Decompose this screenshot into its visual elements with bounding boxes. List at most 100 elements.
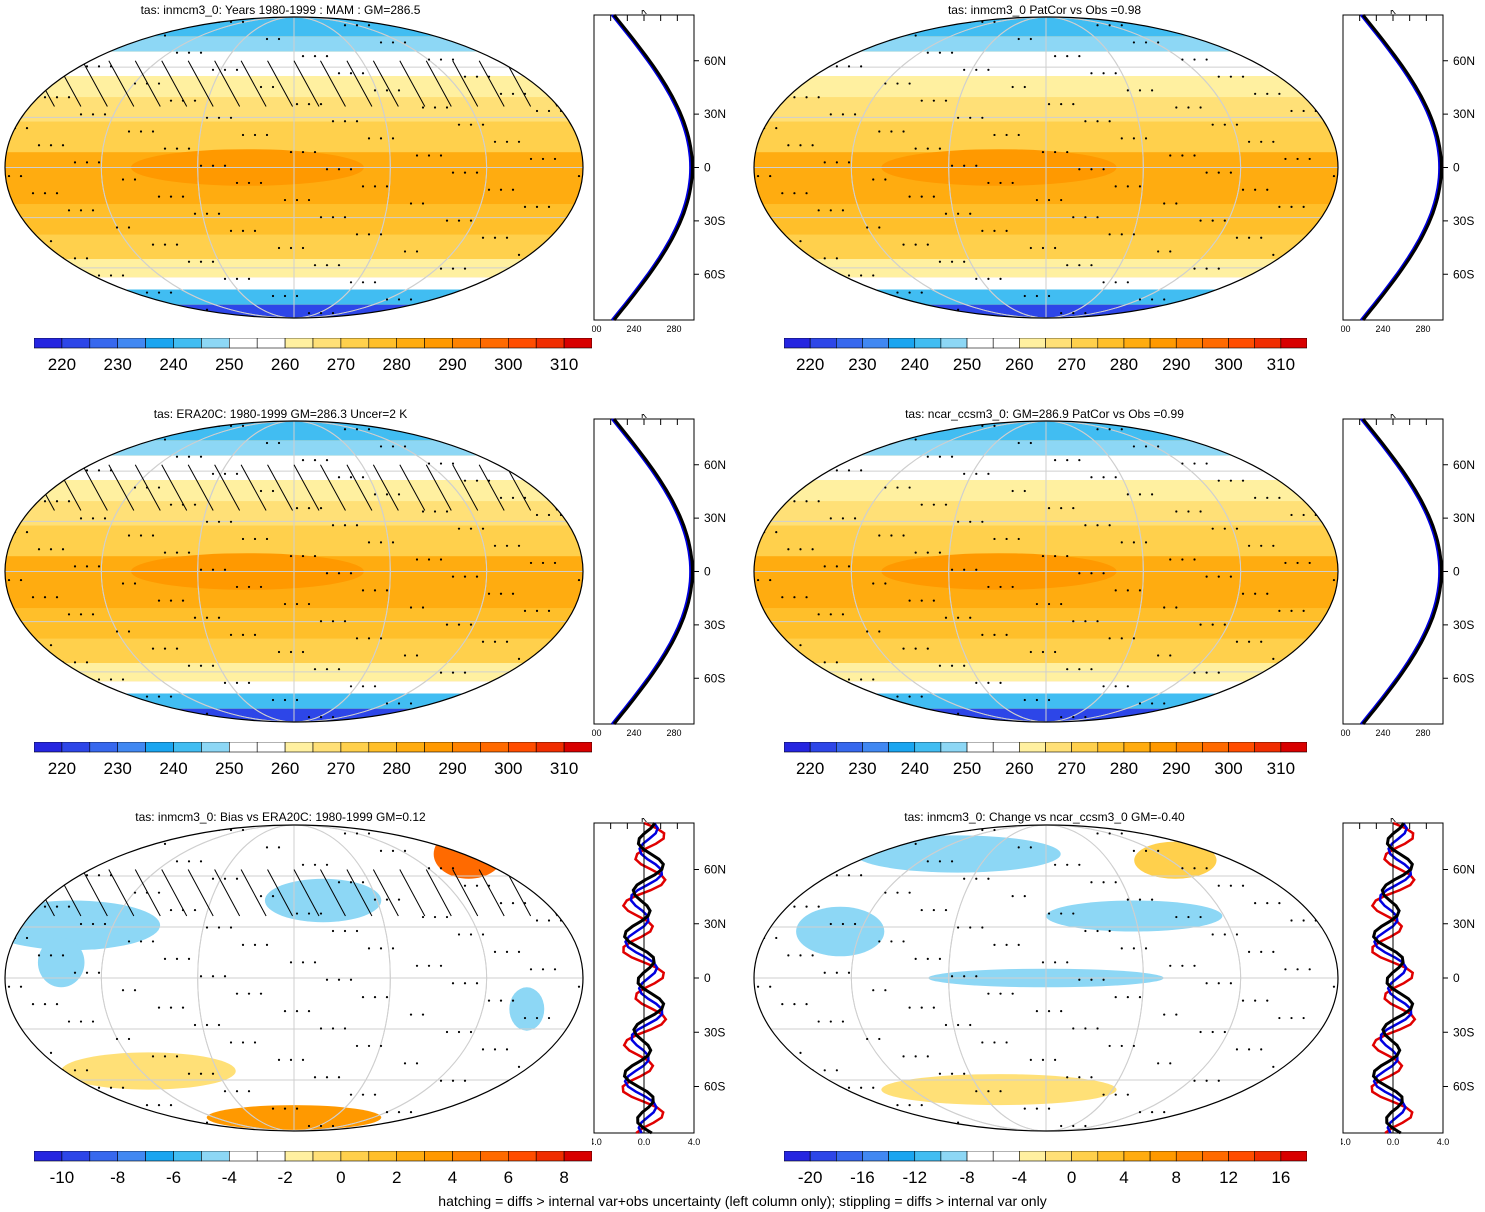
colorbar-label: 250	[215, 759, 243, 778]
colorbar-label: 270	[327, 759, 355, 778]
zonal-lat-label: 60S	[1453, 671, 1474, 685]
colorbar-label: 250	[953, 759, 981, 778]
panel-title: tas: ERA20C: 1980-1999 GM=286.3 Uncer=2 …	[153, 407, 408, 421]
zonal-x-tick: 200	[1341, 728, 1351, 738]
zonal-lat-label: 60S	[1453, 267, 1474, 281]
zonal-lat-label: 30S	[1453, 1025, 1474, 1039]
colorbar-label: 8	[1172, 1168, 1181, 1187]
zonal-unit-label: K	[1390, 414, 1396, 420]
panel-title: tas: inmcm3_0: Change vs ncar_ccsm3_0 GM…	[904, 810, 1185, 824]
zonal-lat-label: 30S	[704, 618, 725, 632]
zonal-mean-panel-6: K 60N 30N 0 30S 60S -4.0 0.0 4.0	[1341, 818, 1475, 1147]
colorbar-label: 12	[1219, 1168, 1238, 1187]
zonal-x-tick: 0.0	[638, 1137, 651, 1147]
colorbar-label: 230	[848, 759, 876, 778]
colorbar-label: 250	[953, 355, 981, 374]
colorbar-label: 220	[48, 355, 76, 374]
zonal-lat-label: 30N	[704, 511, 726, 525]
colorbar-label: -10	[50, 1168, 75, 1187]
zonal-x-tick: 200	[592, 728, 602, 738]
zonal-x-tick: 0.0	[1387, 1137, 1400, 1147]
zonal-mean-panel-4: K 60N 30N 0 30S 60S 200 240 280	[1341, 414, 1475, 738]
colorbar-label: 4	[1119, 1168, 1128, 1187]
colorbar-label: 230	[104, 355, 132, 374]
zonal-x-tick: 200	[1341, 324, 1351, 334]
colorbar-label: 240	[159, 759, 187, 778]
zonal-lat-label: 30N	[1453, 917, 1475, 931]
colorbar-label: -4	[222, 1168, 237, 1187]
zonal-lat-label: 30S	[1453, 214, 1474, 228]
colorbar-label: 240	[159, 355, 187, 374]
map-panel-5	[4, 824, 584, 1132]
colorbar-label: 8	[559, 1168, 568, 1187]
colorbar-5: -10-8-6-4-20246810	[34, 1151, 592, 1187]
zonal-lat-label: 0	[1453, 161, 1460, 175]
colorbar-label: 260	[271, 759, 299, 778]
colorbar-label: -6	[166, 1168, 181, 1187]
colorbar-label: 2	[392, 1168, 401, 1187]
zonal-lat-label: 0	[704, 161, 711, 175]
colorbar-label: 0	[1067, 1168, 1076, 1187]
colorbar-label: 220	[796, 759, 824, 778]
zonal-mean-panel-3: K 60N 30N 0 30S 60S 200 240 280	[592, 414, 726, 738]
zonal-lat-label: 30S	[704, 1025, 725, 1039]
colorbar-label: 260	[1005, 759, 1033, 778]
map-panel-6	[753, 824, 1339, 1132]
colorbar-label: 310	[1267, 355, 1295, 374]
zonal-lat-label: 0	[1453, 971, 1460, 985]
zonal-lat-label: 30S	[704, 214, 725, 228]
zonal-x-tick: 240	[1375, 324, 1390, 334]
colorbar-label: 270	[1057, 355, 1085, 374]
colorbar-1: 220230240250260270280290300310320	[34, 338, 592, 374]
zonal-lat-label: 60N	[1453, 458, 1475, 472]
colorbar-label: 290	[1162, 759, 1190, 778]
colorbar-label: 260	[1005, 355, 1033, 374]
colorbar-label: 240	[901, 759, 929, 778]
zonal-x-tick: -4.0	[1341, 1137, 1351, 1147]
colorbar-label: 290	[1162, 355, 1190, 374]
colorbar-label: 310	[550, 759, 578, 778]
colorbar-label: 290	[438, 759, 466, 778]
zonal-lat-label: 60N	[704, 863, 726, 877]
zonal-x-tick: 280	[666, 324, 681, 334]
zonal-mean-panel-2: K 60N 30N 0 30S 60S 200 240 280	[1341, 10, 1475, 334]
zonal-lat-label: 30N	[1453, 107, 1475, 121]
zonal-lat-label: 60S	[1453, 1080, 1474, 1094]
zonal-x-tick: 240	[626, 324, 641, 334]
zonal-x-tick: 280	[1415, 728, 1430, 738]
colorbar-label: 230	[104, 759, 132, 778]
zonal-lat-label: 60S	[704, 267, 725, 281]
colorbar-label: 280	[1110, 759, 1138, 778]
zonal-unit-label: K	[641, 10, 647, 16]
zonal-lat-label: 60N	[1453, 54, 1475, 68]
zonal-lat-label: 0	[704, 971, 711, 985]
zonal-x-tick: 200	[592, 324, 602, 334]
map-panel-4	[753, 420, 1339, 723]
colorbar-label: -8	[110, 1168, 125, 1187]
zonal-unit-label: K	[1390, 818, 1396, 824]
footer-note: hatching = diffs > internal var+obs unce…	[438, 1193, 1047, 1209]
panel-title: tas: inmcm3_0: Bias vs ERA20C: 1980-1999…	[135, 810, 426, 824]
zonal-lat-label: 30S	[1453, 618, 1474, 632]
colorbar-label: -4	[1012, 1168, 1027, 1187]
colorbar-label: 280	[383, 759, 411, 778]
colorbar-label: 250	[215, 355, 243, 374]
map-panel-2	[753, 16, 1339, 319]
zonal-unit-label: K	[1390, 10, 1396, 16]
colorbar-label: -8	[959, 1168, 974, 1187]
zonal-x-tick: 280	[666, 728, 681, 738]
zonal-unit-label: K	[641, 414, 647, 420]
colorbar-label: 230	[848, 355, 876, 374]
colorbar-label: -12	[902, 1168, 927, 1187]
zonal-x-tick: 4.0	[1437, 1137, 1450, 1147]
colorbar-label: 220	[48, 759, 76, 778]
colorbar-label: 300	[494, 355, 522, 374]
colorbar-label: 270	[327, 355, 355, 374]
zonal-lat-label: 30N	[704, 107, 726, 121]
colorbar-label: -2	[278, 1168, 293, 1187]
colorbar-label: 270	[1057, 759, 1085, 778]
colorbar-label: 16	[1271, 1168, 1290, 1187]
zonal-lat-label: 60N	[704, 54, 726, 68]
zonal-lat-label: 60N	[704, 458, 726, 472]
colorbar-2: 220230240250260270280290300310320	[784, 338, 1307, 374]
